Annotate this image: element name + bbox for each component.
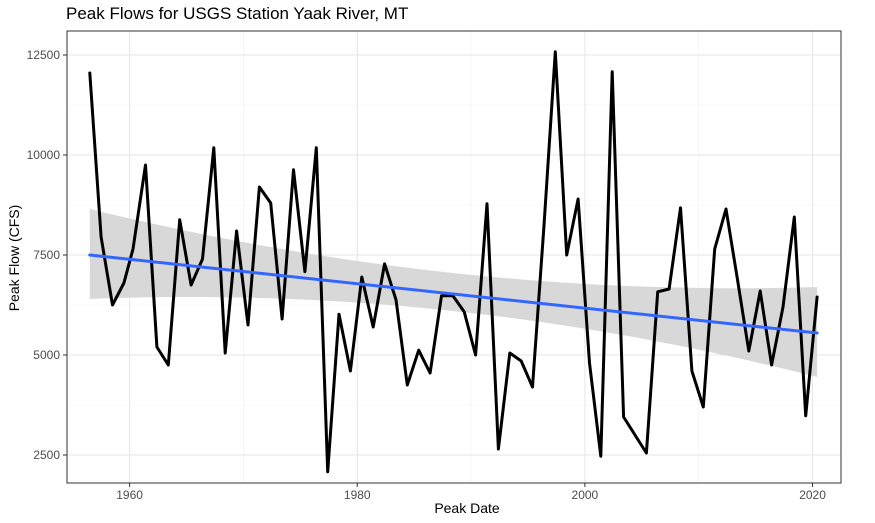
chart-title: Peak Flows for USGS Station Yaak River, … — [66, 4, 408, 23]
y-tick-label: 2500 — [33, 448, 60, 462]
x-tick-label: 2020 — [799, 488, 826, 502]
x-tick-label: 1980 — [344, 488, 371, 502]
x-tick-label: 1960 — [116, 488, 143, 502]
plot-border — [66, 30, 842, 484]
plot-area: 1960 1980 2000 2020 2500 5000 7500 10000 12500 — [27, 30, 842, 502]
y-tick-label: 5000 — [33, 348, 60, 362]
y-axis-title: Peak Flow (CFS) — [6, 205, 22, 312]
x-axis-title: Peak Date — [434, 500, 500, 516]
y-tick-label: 12500 — [27, 48, 61, 62]
trend-line — [88, 253, 819, 335]
y-tick-label: 10000 — [27, 148, 61, 162]
y-tick-label: 7500 — [33, 248, 60, 262]
x-tick-label: 2000 — [572, 488, 599, 502]
